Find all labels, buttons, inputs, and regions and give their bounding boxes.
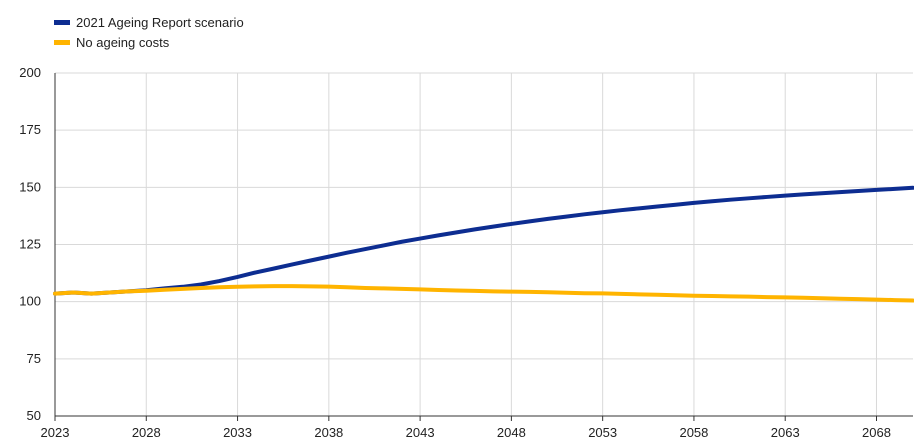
series-lines bbox=[53, 185, 914, 303]
x-tick-label: 2028 bbox=[132, 425, 161, 440]
legend-item-no-ageing-costs: No ageing costs bbox=[54, 32, 244, 52]
x-tick-label: 2033 bbox=[223, 425, 252, 440]
legend-swatch-no-ageing-costs bbox=[54, 39, 70, 45]
legend-label-ageing-report: 2021 Ageing Report scenario bbox=[76, 14, 244, 30]
x-tick-label: 2058 bbox=[679, 425, 708, 440]
y-tick-label: 150 bbox=[19, 179, 41, 194]
x-tick-label: 2023 bbox=[41, 425, 70, 440]
y-tick-label: 75 bbox=[27, 351, 41, 366]
series-line-no-ageing-costs bbox=[53, 284, 914, 303]
grid bbox=[54, 72, 913, 417]
legend-item-ageing-report: 2021 Ageing Report scenario bbox=[54, 12, 244, 32]
x-tick-label: 2068 bbox=[862, 425, 891, 440]
axes: 50 75 100 125 150 175 200 2023 2028 2033 2038 2043 2… bbox=[19, 65, 913, 440]
y-tick-label: 100 bbox=[19, 294, 41, 309]
x-tick-label: 2043 bbox=[406, 425, 435, 440]
x-tick-label: 2063 bbox=[771, 425, 800, 440]
x-tick-label: 2053 bbox=[588, 425, 617, 440]
series-line-2021-ageing-report-scenario bbox=[53, 185, 914, 296]
y-tick-label: 175 bbox=[19, 122, 41, 137]
x-tick-label: 2048 bbox=[497, 425, 526, 440]
y-tick-label: 50 bbox=[27, 408, 41, 423]
legend: 2021 Ageing Report scenario No ageing co… bbox=[54, 12, 244, 52]
y-tick-label: 200 bbox=[19, 65, 41, 80]
y-tick-label: 125 bbox=[19, 237, 41, 252]
x-tick-label: 2038 bbox=[314, 425, 343, 440]
legend-label-no-ageing-costs: No ageing costs bbox=[76, 34, 170, 50]
legend-swatch-ageing-report bbox=[54, 19, 70, 25]
